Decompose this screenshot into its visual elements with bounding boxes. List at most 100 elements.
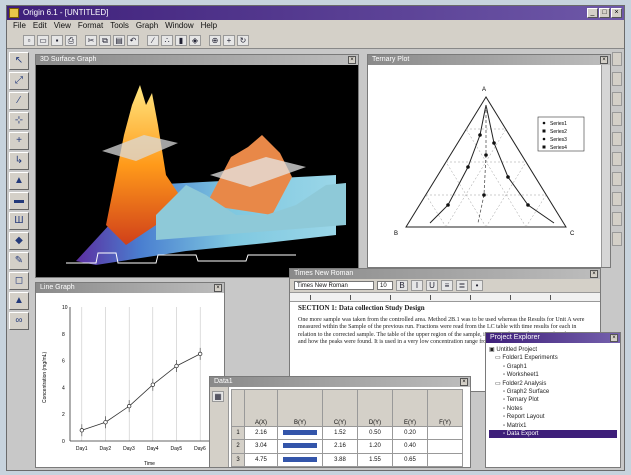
column-tool-icon[interactable]: Ш: [9, 212, 29, 230]
font-name-select[interactable]: Times New Roman: [294, 281, 374, 290]
table-row[interactable]: 3 4.75 3.88 1.55 0.65: [231, 452, 463, 467]
ternary-vertical-scrollbar[interactable]: [601, 65, 610, 267]
right-tool-6[interactable]: [612, 152, 622, 166]
table-cell[interactable]: 0.50: [357, 426, 393, 441]
plot-scatter-icon[interactable]: ∴: [161, 34, 173, 46]
tree-node[interactable]: ▫ Worksheet1: [503, 372, 539, 379]
menu-tools[interactable]: Tools: [110, 21, 129, 30]
project-explorer-window[interactable]: Project Explorer × ▣ Untitled Project ▭ …: [485, 332, 621, 468]
column-header[interactable]: E(Y): [392, 388, 428, 428]
tree-node[interactable]: ▫ Matrix1: [503, 422, 527, 429]
right-tool-2[interactable]: [612, 72, 622, 86]
table-cell[interactable]: [427, 426, 463, 441]
table-cell[interactable]: [277, 452, 323, 467]
open-icon[interactable]: ▭: [37, 34, 49, 46]
maximize-button[interactable]: □: [599, 8, 610, 18]
rectangle-tool-icon[interactable]: ▬: [9, 192, 29, 210]
tree-node[interactable]: ▫ Report Layout: [503, 414, 545, 421]
row-header[interactable]: 2: [231, 439, 245, 454]
bullets-icon[interactable]: •: [471, 280, 483, 291]
tree-node[interactable]: ▭ Folder1 Experiments: [495, 355, 558, 362]
document-window[interactable]: Times New Roman × Times New Roman 10 B I…: [289, 268, 601, 392]
table-cell[interactable]: [277, 426, 323, 441]
bold-icon[interactable]: B: [396, 280, 408, 291]
tree-node[interactable]: ▫ Notes: [503, 405, 523, 412]
tree-node-selected[interactable]: ▫ Data Export: [489, 430, 617, 439]
data-reader-icon[interactable]: +: [223, 34, 235, 46]
table-cell[interactable]: 0.65: [392, 452, 428, 467]
column-header[interactable]: F(Y): [427, 388, 463, 428]
table-cell[interactable]: 2.16: [322, 439, 358, 454]
column-header[interactable]: D(Y): [357, 388, 393, 428]
line-graph-window[interactable]: Line Graph × Concentration (mg/mL) Time …: [35, 282, 225, 468]
table-cell[interactable]: 2.16: [244, 426, 278, 441]
close-icon[interactable]: ×: [610, 334, 618, 342]
table-cell[interactable]: [277, 439, 323, 454]
table-cell[interactable]: 0.20: [392, 426, 428, 441]
surface-graph-window[interactable]: 3D Surface Graph ×: [35, 54, 359, 278]
table-cell[interactable]: 1.55: [357, 452, 393, 467]
ternary-plot-window[interactable]: Ternary Plot ×: [367, 54, 611, 268]
link-tool-icon[interactable]: ∞: [9, 312, 29, 330]
italic-icon[interactable]: I: [411, 280, 423, 291]
line-tool-icon[interactable]: ∕: [9, 92, 29, 110]
table-tool-icon[interactable]: ▦: [212, 391, 224, 402]
font-size-select[interactable]: 10: [377, 281, 393, 290]
table-cell[interactable]: 3.88: [322, 452, 358, 467]
row-header[interactable]: 1: [231, 426, 245, 441]
close-icon[interactable]: ×: [214, 284, 222, 292]
table-cell[interactable]: 1.20: [357, 439, 393, 454]
right-tool-5[interactable]: [612, 132, 622, 146]
pointer-tool-icon[interactable]: ↖: [9, 52, 29, 70]
table-cell[interactable]: 3.04: [244, 439, 278, 454]
table-cell[interactable]: 1.52: [322, 426, 358, 441]
menu-file[interactable]: File: [13, 21, 26, 30]
print-icon[interactable]: ⎙: [65, 34, 77, 46]
cut-icon[interactable]: ✂: [85, 34, 97, 46]
triangle-tool-icon[interactable]: ▲: [9, 172, 29, 190]
table-cell[interactable]: [427, 452, 463, 467]
undo-icon[interactable]: ↶: [127, 34, 139, 46]
tree-node[interactable]: ▫ Ternary Plot: [503, 397, 539, 404]
copy-icon[interactable]: ⧉: [99, 34, 111, 46]
new-icon[interactable]: ▫: [23, 34, 35, 46]
zoom-icon[interactable]: ⊕: [209, 34, 221, 46]
save-icon[interactable]: ▪: [51, 34, 63, 46]
menu-view[interactable]: View: [53, 21, 71, 30]
table-cell[interactable]: [427, 439, 463, 454]
data-reader-tool-icon[interactable]: +: [9, 132, 29, 150]
tree-node[interactable]: ▣ Untitled Project: [489, 347, 538, 353]
region-tool-icon[interactable]: ◆: [9, 232, 29, 250]
table-row[interactable]: 1 2.16 1.52 0.50 0.20: [231, 426, 463, 441]
data-table-window[interactable]: Data1 × ▦ A(X) B(Y) C(Y) D(Y) E(Y) F(Y) …: [209, 376, 471, 468]
document-ruler[interactable]: [290, 293, 600, 302]
row-header[interactable]: 3: [231, 452, 245, 467]
crosshair-tool-icon[interactable]: ⊹: [9, 112, 29, 130]
right-tool-9[interactable]: [612, 212, 622, 226]
close-icon[interactable]: ×: [460, 378, 468, 386]
right-tool-1[interactable]: [612, 52, 622, 66]
menu-graph[interactable]: Graph: [135, 21, 159, 30]
right-tool-8[interactable]: [612, 192, 622, 206]
right-tool-7[interactable]: [612, 172, 622, 186]
align-center-icon[interactable]: ≣: [456, 280, 468, 291]
table-cell[interactable]: 4.75: [244, 452, 278, 467]
right-tool-10[interactable]: [612, 232, 622, 246]
zoom-tool-icon[interactable]: ⤢: [9, 72, 29, 90]
close-button[interactable]: ×: [611, 8, 622, 18]
close-icon[interactable]: ×: [348, 56, 356, 64]
refresh-icon[interactable]: ↻: [237, 34, 249, 46]
align-left-icon[interactable]: ≡: [441, 280, 453, 291]
column-header[interactable]: C(Y): [322, 388, 358, 428]
draw-tool-icon[interactable]: ✎: [9, 252, 29, 270]
menu-window[interactable]: Window: [165, 21, 194, 30]
tree-node[interactable]: ▫ Graph1: [503, 363, 527, 370]
box-tool-icon[interactable]: ◻: [9, 272, 29, 290]
arrow-tool-icon[interactable]: ↳: [9, 152, 29, 170]
underline-icon[interactable]: U: [426, 280, 438, 291]
plot-line-icon[interactable]: ∕: [147, 34, 159, 46]
close-icon[interactable]: ×: [590, 270, 598, 278]
table-cell[interactable]: 0.40: [392, 439, 428, 454]
column-header[interactable]: A(X): [244, 388, 278, 428]
right-tool-4[interactable]: [612, 112, 622, 126]
